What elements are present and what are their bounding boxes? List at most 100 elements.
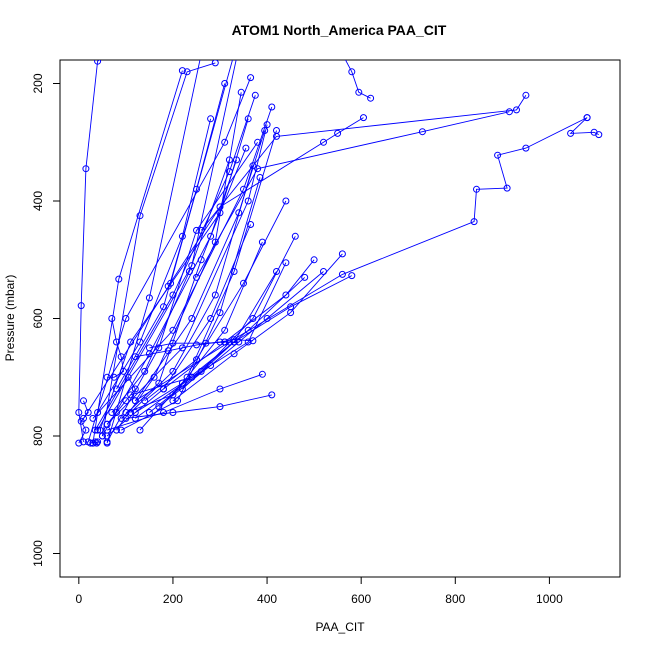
y-tick-label: 1000 — [31, 540, 45, 567]
data-point — [117, 426, 125, 434]
data-point — [198, 51, 204, 57]
data-point — [155, 344, 163, 352]
series-line-3 — [83, 60, 233, 419]
data-point — [141, 367, 149, 375]
data-point — [122, 414, 130, 422]
y-tick-label: 200 — [31, 73, 45, 93]
data-point — [108, 409, 116, 416]
data-point — [108, 315, 116, 322]
data-point — [230, 268, 238, 275]
data-point — [77, 302, 85, 310]
series-line-30 — [172, 253, 343, 402]
chart-title: ATOM1 North_America PAA_CIT — [232, 22, 447, 38]
data-point — [136, 212, 144, 220]
plot-frame — [59, 59, 621, 578]
data-point — [216, 403, 224, 411]
series-line-20 — [139, 130, 277, 431]
data-point — [174, 397, 182, 405]
series-line-43 — [107, 318, 124, 378]
data-point — [470, 218, 478, 226]
x-axis: 0 200 400 600 800 1000 — [75, 577, 563, 606]
data-point — [237, 88, 245, 96]
y-tick-label: 600 — [31, 308, 45, 328]
data-point — [233, 156, 240, 164]
data-point — [117, 353, 125, 361]
data-point — [207, 232, 215, 240]
data-point — [113, 409, 120, 416]
data-point — [244, 197, 252, 205]
x-tick-label: 1000 — [536, 592, 563, 606]
data-point — [75, 409, 83, 416]
series-line-11 — [92, 106, 273, 419]
data-point — [178, 385, 186, 393]
data-point — [160, 409, 167, 416]
data-point — [188, 262, 196, 270]
data-point — [188, 373, 196, 381]
data-point — [310, 256, 318, 264]
data-point — [113, 338, 120, 346]
x-axis-label: PAA_CIT — [315, 620, 365, 634]
data-point — [139, 26, 145, 32]
series-line-23 — [144, 200, 287, 402]
data-point — [115, 275, 123, 283]
series-line-44 — [106, 377, 136, 425]
data-point — [183, 68, 191, 76]
series-line-25 — [149, 236, 296, 413]
data-point — [169, 397, 177, 405]
data-point — [231, 51, 237, 57]
series-line-5 — [101, 62, 216, 437]
y-axis-label: Pressure (mbar) — [3, 275, 17, 362]
data-point — [193, 273, 200, 281]
series-line-2 — [106, 60, 201, 444]
data-point — [249, 337, 257, 345]
data-point — [247, 221, 255, 228]
data-point — [221, 338, 229, 346]
data-point — [418, 128, 426, 136]
data-point — [522, 144, 530, 152]
data-point — [87, 439, 95, 447]
data-point — [221, 80, 229, 87]
data-point — [84, 409, 92, 416]
data-point — [595, 131, 603, 139]
data-point — [96, 426, 104, 434]
data-point — [207, 315, 215, 322]
series-line-33 — [125, 394, 272, 419]
data-point — [122, 397, 130, 405]
series-line-37 — [200, 95, 527, 231]
data-point — [273, 268, 280, 275]
data-point — [169, 409, 177, 416]
data-point — [339, 51, 345, 57]
data-point — [282, 197, 290, 205]
series-line-14 — [134, 130, 266, 402]
data-point — [225, 156, 233, 164]
data-point — [473, 185, 480, 193]
data-point — [256, 174, 264, 181]
data-point — [216, 309, 224, 317]
series-line-45 — [78, 400, 89, 444]
data-point — [258, 238, 266, 246]
x-tick-label: 800 — [445, 592, 465, 606]
data-point — [583, 114, 591, 122]
series-line-0 — [78, 60, 101, 442]
data-point — [169, 326, 177, 334]
data-point — [169, 339, 177, 347]
data-point — [136, 338, 144, 346]
data-point — [221, 138, 229, 146]
data-point — [178, 232, 186, 240]
data-point — [150, 373, 158, 381]
data-point — [505, 108, 513, 116]
data-point — [282, 291, 290, 299]
data-point — [113, 385, 120, 393]
data-point — [522, 91, 530, 99]
data-point — [273, 132, 280, 140]
y-tick-label: 400 — [31, 191, 45, 211]
data-point — [207, 115, 215, 123]
data-point — [291, 232, 299, 240]
data-point — [320, 138, 327, 146]
series-line-40 — [135, 117, 588, 402]
series-line-39 — [569, 117, 599, 136]
series-line-27 — [130, 277, 306, 396]
data-point — [155, 403, 163, 411]
x-tick-label: 600 — [351, 592, 371, 606]
data-point — [494, 151, 502, 159]
